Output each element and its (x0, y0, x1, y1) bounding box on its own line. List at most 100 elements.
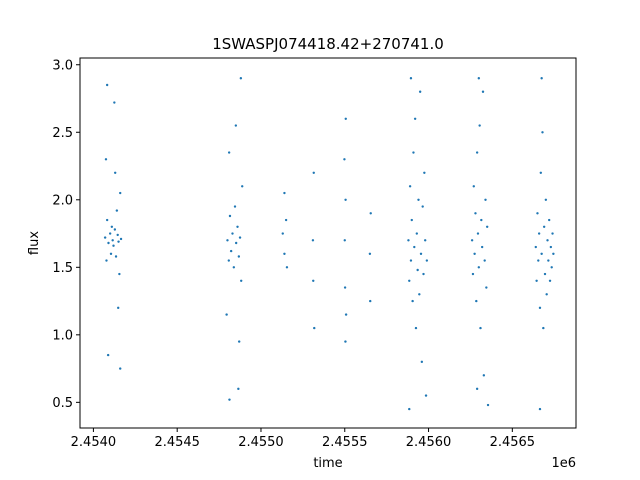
data-point (241, 185, 244, 188)
data-point (541, 131, 544, 134)
data-point (229, 249, 233, 253)
y-tick-label: 2.0 (52, 193, 73, 208)
data-point (409, 259, 413, 262)
x-tick-label: 2.4555 (322, 435, 368, 450)
data-point (538, 407, 542, 411)
data-point (536, 212, 539, 215)
data-point (423, 171, 426, 174)
data-point (344, 340, 347, 343)
data-point (548, 279, 552, 283)
data-point (113, 228, 117, 231)
data-point (226, 239, 229, 242)
data-point (418, 90, 422, 93)
data-point (115, 209, 119, 212)
data-point (420, 360, 424, 364)
y-tick-label: 1.0 (52, 328, 73, 343)
data-point (540, 252, 543, 255)
data-point (537, 232, 541, 235)
data-point (237, 387, 240, 391)
data-point (313, 326, 316, 330)
data-point (539, 171, 543, 174)
data-point (547, 218, 551, 222)
data-point (410, 218, 413, 222)
chart-title: 1SWASPJ074418.42+270741.0 (212, 35, 444, 53)
data-point (547, 259, 550, 262)
data-point (239, 77, 243, 80)
data-point (344, 198, 347, 201)
data-point (482, 374, 486, 377)
data-point (119, 367, 122, 370)
data-point (118, 272, 121, 276)
data-point (311, 239, 315, 242)
data-point (413, 245, 416, 249)
data-point (540, 77, 543, 80)
data-point (103, 236, 107, 239)
data-point (116, 233, 119, 237)
data-point (534, 245, 537, 249)
data-point (283, 252, 286, 255)
data-point (485, 225, 489, 228)
data-point (408, 279, 411, 283)
data-point (473, 252, 476, 255)
data-point (312, 279, 315, 283)
data-point (284, 218, 288, 222)
data-point (343, 286, 347, 289)
data-point (227, 259, 230, 262)
plot-frame (79, 57, 577, 429)
data-point (343, 158, 346, 161)
data-point (344, 313, 348, 316)
data-point (542, 326, 545, 330)
data-point (472, 185, 475, 188)
data-point (105, 218, 109, 222)
data-point (281, 232, 284, 235)
data-point (422, 272, 425, 276)
y-axis: 0.5 1.0 1.5 2.0 2.5 3.0 (52, 58, 80, 411)
data-point (236, 225, 239, 228)
data-point (551, 232, 554, 235)
data-point (369, 212, 372, 215)
data-point (285, 266, 289, 269)
x-tick-label: 2.4560 (406, 435, 452, 450)
data-point (480, 245, 484, 249)
data-point (238, 236, 242, 239)
data-point (415, 232, 419, 235)
data-point (225, 313, 228, 316)
data-point (105, 259, 108, 262)
data-point (424, 394, 428, 397)
data-point (113, 101, 116, 104)
data-point (538, 306, 542, 310)
data-point (234, 124, 238, 127)
data-point (484, 198, 487, 201)
data-point (119, 237, 123, 241)
data-point (110, 225, 114, 228)
data-point (412, 151, 415, 154)
data-point (106, 353, 110, 357)
data-point (408, 407, 411, 411)
data-point (478, 124, 481, 127)
data-point (113, 171, 117, 174)
data-point (479, 326, 482, 330)
data-point (114, 255, 118, 258)
data-point (237, 340, 241, 343)
y-tick-label: 1.5 (52, 261, 73, 276)
data-point (417, 198, 420, 201)
data-point (477, 77, 481, 80)
data-point (368, 252, 372, 255)
data-point (474, 212, 477, 215)
data-point (408, 185, 412, 188)
data-point (234, 241, 238, 245)
data-point (111, 239, 114, 242)
data-point (549, 245, 553, 249)
data-point (418, 293, 421, 296)
x-tick-label: 2.4550 (238, 435, 284, 450)
data-point (544, 198, 548, 201)
data-point (475, 151, 479, 154)
data-point (228, 214, 232, 218)
data-point (535, 279, 538, 283)
data-point (312, 171, 315, 174)
data-point (537, 259, 540, 262)
data-point (237, 255, 241, 258)
data-point (409, 77, 413, 80)
data-point (475, 299, 478, 303)
